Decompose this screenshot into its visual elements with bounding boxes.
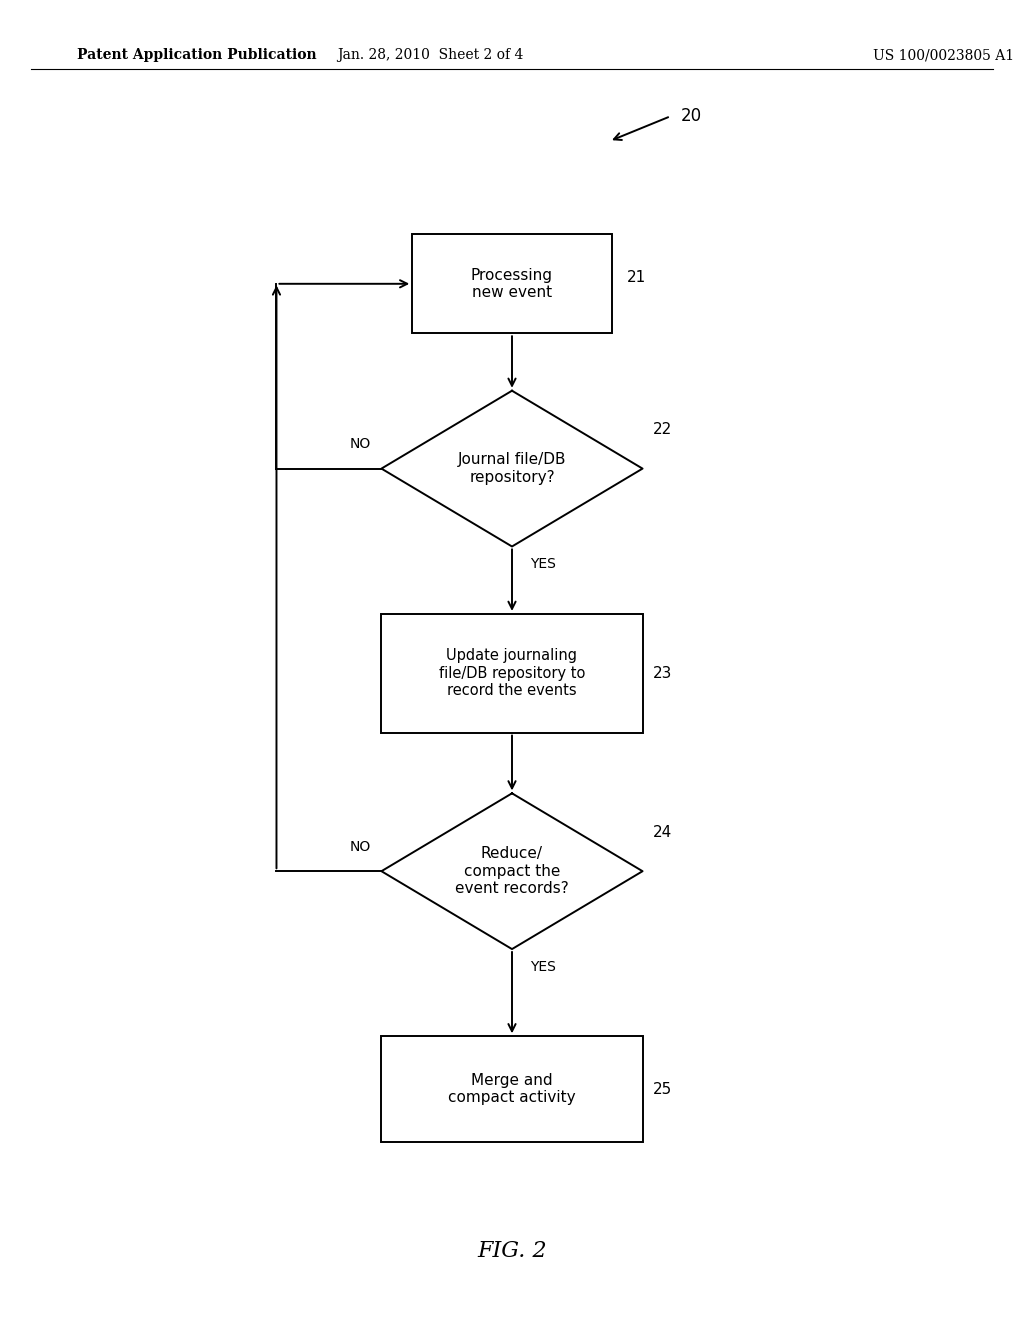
Text: Journal file/DB
repository?: Journal file/DB repository?: [458, 453, 566, 484]
Text: Processing
new event: Processing new event: [471, 268, 553, 300]
Text: 21: 21: [627, 269, 646, 285]
Text: Jan. 28, 2010  Sheet 2 of 4: Jan. 28, 2010 Sheet 2 of 4: [337, 49, 523, 62]
Text: Patent Application Publication: Patent Application Publication: [77, 49, 316, 62]
Text: YES: YES: [530, 557, 556, 572]
Text: YES: YES: [530, 960, 556, 974]
Text: 25: 25: [653, 1081, 672, 1097]
Text: 23: 23: [653, 665, 672, 681]
Text: NO: NO: [350, 840, 371, 854]
Text: NO: NO: [350, 437, 371, 451]
Text: 22: 22: [653, 422, 672, 437]
FancyBboxPatch shape: [412, 235, 611, 333]
Text: Reduce/
compact the
event records?: Reduce/ compact the event records?: [455, 846, 569, 896]
Text: 24: 24: [653, 825, 672, 840]
FancyBboxPatch shape: [381, 1036, 643, 1142]
Text: Merge and
compact activity: Merge and compact activity: [449, 1073, 575, 1105]
FancyBboxPatch shape: [381, 614, 643, 733]
Text: US 100/0023805 A1: US 100/0023805 A1: [872, 49, 1014, 62]
Text: 20: 20: [681, 107, 702, 125]
Text: FIG. 2: FIG. 2: [477, 1241, 547, 1262]
Text: Update journaling
file/DB repository to
record the events: Update journaling file/DB repository to …: [439, 648, 585, 698]
